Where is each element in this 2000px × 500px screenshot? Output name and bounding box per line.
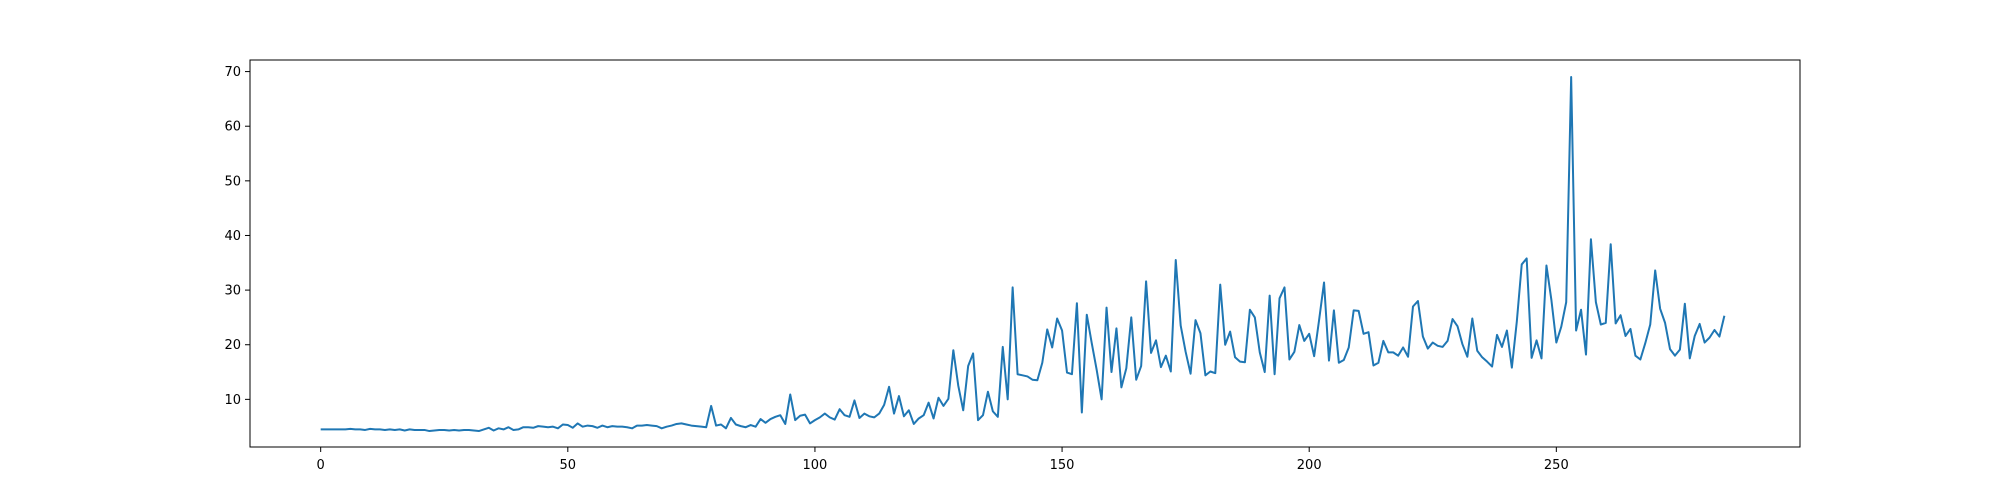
y-axis: 10 20 30 40 50 60 70	[224, 65, 250, 408]
x-tick-label: 50	[560, 458, 577, 473]
x-tick-label: 0	[317, 458, 325, 473]
x-tick-label: 100	[803, 458, 828, 473]
axes-frame	[249, 59, 1801, 448]
y-tick-label: 20	[224, 338, 241, 353]
y-tick-label: 60	[224, 120, 241, 135]
x-axis: 0 50 100 150 200 250	[317, 447, 1569, 473]
y-tick-label: 40	[224, 229, 241, 244]
y-tick-label: 50	[224, 174, 241, 189]
plot-area	[320, 76, 1726, 433]
x-tick-label: 200	[1297, 458, 1322, 473]
y-tick-label: 10	[224, 393, 241, 408]
series-line-0	[320, 76, 1726, 433]
y-tick-label: 70	[224, 65, 241, 80]
x-tick-label: 150	[1050, 458, 1075, 473]
x-tick-label: 250	[1544, 458, 1569, 473]
y-tick-label: 30	[224, 284, 241, 299]
